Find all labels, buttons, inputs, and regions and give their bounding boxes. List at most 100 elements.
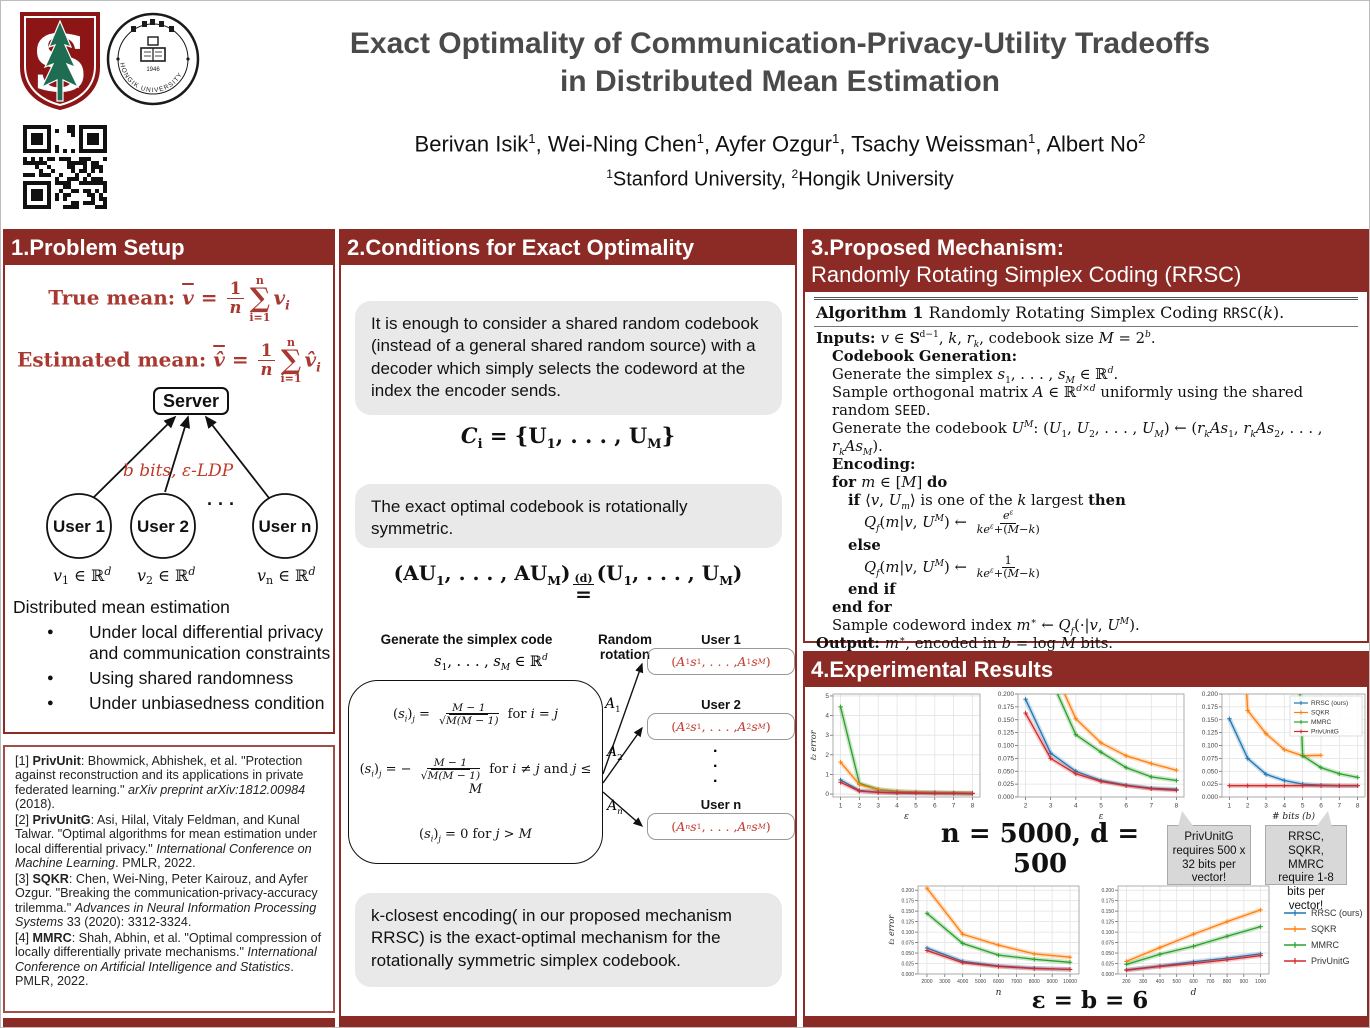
series-SQKR (1124, 907, 1263, 964)
svg-text:ε: ε (1099, 812, 1104, 821)
svg-text:SQKR: SQKR (1311, 710, 1330, 717)
column1-bottom-bar (3, 1018, 335, 1027)
algorithm-line: if ⟨v, Um⟩ is one of the k largest then (848, 492, 1126, 513)
algorithm-line: Inputs: v ∈ Sd−1, k, rk, codebook size M… (816, 329, 1156, 350)
svg-text:0.200: 0.200 (998, 691, 1015, 698)
svg-text:0.175: 0.175 (1101, 899, 1114, 905)
rotation-equation: (AU1, . . . , AUM) (d) = (U1, . . . , UM) (393, 561, 743, 606)
svg-text:400: 400 (1156, 979, 1165, 985)
svg-text:1: 1 (825, 771, 829, 778)
usern-node (252, 493, 318, 560)
user2-vector: v2 ∈ ℝd (137, 565, 195, 587)
svg-text:0.150: 0.150 (998, 717, 1015, 724)
section3-box: 3.Proposed Mechanism: Randomly Rotating … (803, 229, 1369, 659)
algorithm-line: Codebook Generation: (832, 348, 1018, 366)
svg-text:3: 3 (825, 732, 829, 739)
section4-box: 4.Experimental Results 0 1 2 3 4 5 1 2 3 4 5 6 7 8 ε ℓ₂… (803, 651, 1369, 1018)
svg-text:3000: 3000 (939, 979, 950, 985)
series-PrivUnitG (838, 780, 975, 796)
author: Wei-Ning Chen (547, 131, 697, 157)
svg-text:0.050: 0.050 (998, 768, 1015, 775)
svg-text:5: 5 (1099, 803, 1103, 810)
chart-eps-full: 0 1 2 3 4 5 1 2 3 4 5 6 7 8 ε ℓ₂ error (809, 689, 985, 826)
affiliation: Stanford University (612, 168, 781, 191)
bullet-icon: ● (47, 626, 54, 639)
svg-text:0.000: 0.000 (1202, 794, 1219, 801)
section4-header: 4.Experimental Results (805, 653, 1367, 687)
svg-text:4: 4 (1283, 803, 1287, 810)
author: Albert No (1046, 131, 1139, 157)
algorithm-line: for m ∈ [M] do (832, 474, 948, 492)
user2-node (130, 493, 196, 560)
server-node (153, 387, 229, 416)
usern-vector: vn ∈ ℝd (257, 565, 316, 587)
svg-text:2: 2 (858, 803, 862, 810)
section3-header-line2: Randomly Rotating Simplex Coding (RRSC) (811, 262, 1242, 287)
series-PrivUnitG (1124, 953, 1263, 973)
poster-title-line2: in Distributed Mean Estimation (559, 65, 1001, 98)
svg-text:500: 500 (1173, 979, 1182, 985)
chart-bits: 0.000 0.025 0.050 0.075 0.100 0.125 0.150 0.175… (1193, 689, 1369, 826)
bullet-item: ● Under local differential privacy and co… (47, 622, 331, 664)
svg-text:6: 6 (1319, 803, 1323, 810)
bullet-icon: ● (47, 697, 54, 710)
references-box: [1] PrivUnit: Bhowmick, Abhishek, et al.… (3, 745, 335, 1013)
svg-text:ℓ₂ error: ℓ₂ error (809, 729, 818, 760)
svg-text:0.000: 0.000 (998, 794, 1015, 801)
svg-text:8: 8 (971, 803, 975, 810)
series-SQKR (1062, 694, 1179, 773)
svg-text:10000: 10000 (1063, 979, 1077, 985)
author: Tsachy Weissman (851, 131, 1029, 157)
simplex-formula-2: (si)j = − M − 1 √M(M − 1) for i ≠ j and j… (359, 755, 592, 797)
svg-text:2: 2 (1246, 803, 1250, 810)
chart-svg-chart4: 0.000 0.025 0.050 0.075 0.100 0.125 0.150 0.175… (887, 885, 1080, 998)
callout-rrsc: RRSC, SQKR, MMRC require 1-8 bits per ve… (1265, 825, 1347, 912)
svg-text:0.025: 0.025 (901, 962, 914, 968)
svg-text:6: 6 (933, 803, 937, 810)
svg-text:0.000: 0.000 (1101, 972, 1114, 978)
algorithm-lines: Inputs: v ∈ Sd−1, k, rk, codebook size M… (814, 327, 1358, 659)
user1-node (46, 493, 112, 560)
section3-header-line1: 3.Proposed Mechanism: (811, 235, 1065, 260)
simplex-vectors-label: s1, . . . , sM ∈ ℝd (434, 653, 548, 673)
svg-text:PrivUnitG: PrivUnitG (1311, 729, 1339, 736)
simplex-formula-3: (si)j = 0 for j > M (419, 826, 532, 844)
svg-text:5: 5 (825, 693, 829, 700)
svg-text:0.150: 0.150 (1101, 909, 1114, 915)
svg-text:0: 0 (825, 791, 829, 798)
dme-diagram: Server b bits, ε-LDP · · · User 1 User 2… (46, 387, 318, 587)
svg-text:0.000: 0.000 (901, 972, 914, 978)
svg-text:0.075: 0.075 (998, 755, 1015, 762)
caption-n-d: n = 5000, d = 500 (940, 819, 1140, 879)
rotation-matrix-label-1: A1 (605, 696, 621, 715)
svg-text:0.100: 0.100 (901, 930, 914, 936)
svg-text:8: 8 (1175, 803, 1179, 810)
svg-text:0.175: 0.175 (998, 704, 1015, 711)
qr-code (23, 125, 107, 209)
series-PrivUnitG (1023, 710, 1179, 793)
svg-text:1: 1 (839, 803, 843, 810)
estimated-mean-formula: Estimated mean: v̂ = 1 n n ∑ i=1 v̂i (17, 335, 321, 386)
series-MMRC (924, 911, 1073, 965)
section1-box: 1.Problem Setup True mean: v = 1 n n ∑ i=1 vi… (3, 229, 335, 734)
rotation-arrows (602, 662, 644, 827)
series-MMRC (1124, 924, 1263, 967)
diagram-usern-label: User n (700, 797, 742, 812)
svg-text:3: 3 (1264, 803, 1268, 810)
svg-text:5: 5 (914, 803, 918, 810)
algorithm-title: Algorithm 1 Randomly Rotating Simplex Co… (814, 300, 1358, 327)
svg-text:7000: 7000 (1011, 979, 1022, 985)
series-MMRC (1297, 694, 1360, 780)
svg-text:0.175: 0.175 (901, 899, 914, 905)
svg-text:0.150: 0.150 (901, 909, 914, 915)
hongik-logo: 1946 HONGIK UNIVERSITY (106, 12, 200, 106)
series-PrivUnitG (1227, 783, 1360, 788)
simplex-formula-1: (si)j = M − 1 √M(M − 1) for i = j (393, 701, 558, 727)
note-rotational-symmetry: The exact optimal codebook is rotational… (355, 484, 782, 548)
algorithm-line: Encoding: (832, 456, 916, 474)
algorithm-line: Generate the codebook UM: (U1, U2, . . .… (832, 419, 1323, 459)
svg-text:600: 600 (1189, 979, 1198, 985)
dme-caption: Distributed mean estimation (13, 597, 230, 618)
svg-text:0.100: 0.100 (998, 743, 1015, 750)
